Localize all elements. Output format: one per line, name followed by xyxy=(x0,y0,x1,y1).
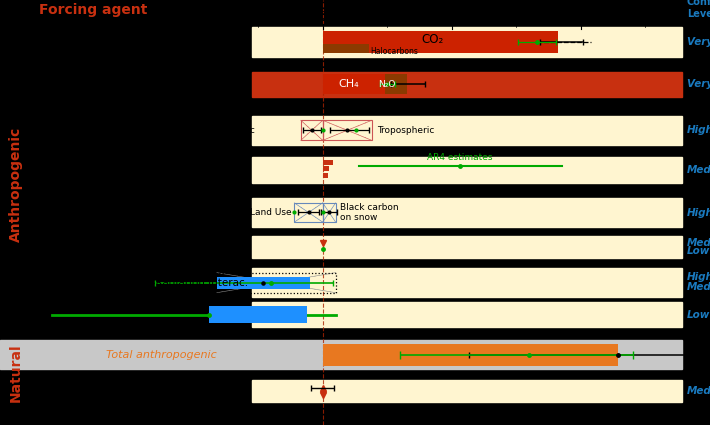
Bar xyxy=(323,120,372,140)
Text: Very High: Very High xyxy=(687,37,710,47)
Text: High: High xyxy=(687,125,710,135)
Bar xyxy=(301,120,323,140)
Bar xyxy=(323,203,336,222)
Text: 2: 2 xyxy=(578,11,584,21)
Bar xyxy=(323,167,329,171)
Bar xyxy=(252,268,682,297)
Bar xyxy=(252,157,682,184)
Text: Anthropogenic: Anthropogenic xyxy=(9,127,23,242)
Text: AR4 estimates: AR4 estimates xyxy=(427,153,492,162)
Text: 1: 1 xyxy=(449,11,455,21)
Bar xyxy=(209,306,307,323)
Text: Halocarbons: Halocarbons xyxy=(370,47,417,56)
Bar xyxy=(217,277,310,289)
Text: Medium: Medium xyxy=(687,386,710,396)
Text: High/Low: High/Low xyxy=(687,207,710,218)
Bar xyxy=(385,74,407,94)
Bar xyxy=(252,116,682,145)
Bar xyxy=(217,273,336,293)
Text: Forcing agent: Forcing agent xyxy=(39,3,147,17)
Text: Aerosol-Radiation Interac.: Aerosol-Radiation Interac. xyxy=(113,278,248,288)
Text: Medium: Medium xyxy=(687,283,710,292)
Text: Confidence
Level: Confidence Level xyxy=(687,0,710,19)
Bar xyxy=(252,380,682,402)
Text: High: High xyxy=(687,272,710,282)
Bar xyxy=(252,235,682,258)
Bar xyxy=(252,302,682,327)
Text: Low: Low xyxy=(687,310,710,320)
Text: Land Use: Land Use xyxy=(250,208,292,217)
Bar xyxy=(323,44,369,53)
Text: CO₂: CO₂ xyxy=(421,33,444,46)
Bar xyxy=(0,340,682,369)
Text: N₂O: N₂O xyxy=(378,80,395,89)
Text: Surface Albedo: Surface Albedo xyxy=(163,207,248,218)
Text: Medium: Medium xyxy=(687,165,710,176)
Text: Total anthropogenic: Total anthropogenic xyxy=(106,350,217,360)
Bar xyxy=(323,31,557,53)
Text: CH₄: CH₄ xyxy=(338,79,359,89)
Bar xyxy=(323,173,328,178)
Text: Natural: Natural xyxy=(9,343,23,402)
Text: Black carbon
on snow: Black carbon on snow xyxy=(339,203,398,222)
Text: Low: Low xyxy=(687,246,710,255)
Bar xyxy=(295,203,323,222)
Text: Medium: Medium xyxy=(687,238,710,248)
Bar xyxy=(323,74,385,94)
Text: 0: 0 xyxy=(320,11,326,21)
Bar xyxy=(252,72,682,96)
Bar xyxy=(323,344,618,366)
Text: Stratospheric: Stratospheric xyxy=(195,126,256,135)
Text: Very High: Very High xyxy=(687,79,710,89)
Bar xyxy=(323,160,333,165)
Text: Tropospheric: Tropospheric xyxy=(377,126,435,135)
Text: Ozone: Ozone xyxy=(212,125,248,135)
Bar xyxy=(252,27,682,57)
Bar xyxy=(252,198,682,227)
